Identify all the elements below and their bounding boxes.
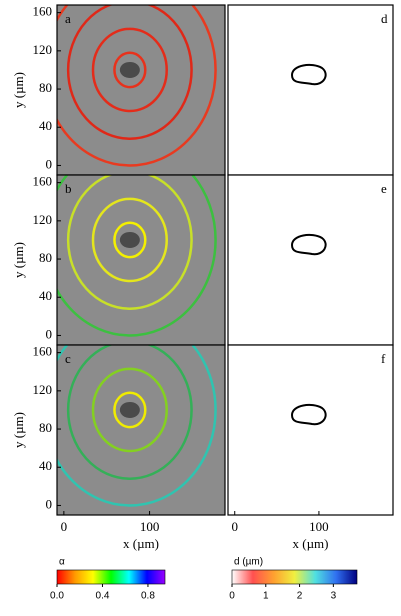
ring bbox=[91, 197, 168, 283]
ring bbox=[113, 221, 147, 259]
y-tick-label: 80 bbox=[39, 80, 52, 95]
y-tick-label: 80 bbox=[39, 250, 52, 265]
micrograph bbox=[57, 5, 225, 175]
ring bbox=[57, 5, 217, 167]
panel-label: b bbox=[65, 181, 72, 196]
y-axis-label: y (µm) bbox=[11, 72, 26, 108]
y-tick-label: 120 bbox=[33, 42, 53, 57]
ring bbox=[66, 175, 193, 310]
panel bbox=[228, 5, 393, 175]
x-tick-label: 100 bbox=[140, 519, 160, 534]
y-tick-label: 160 bbox=[33, 174, 53, 189]
x-axis-label: x (µm) bbox=[292, 536, 328, 551]
y-tick-label: 160 bbox=[33, 344, 53, 359]
colorbar-tick-label: 2 bbox=[297, 591, 303, 602]
colorbar-tick-label: 0.8 bbox=[141, 591, 155, 602]
ring bbox=[113, 391, 147, 429]
map-bg bbox=[228, 175, 393, 345]
colorbar-tick-label: 0.0 bbox=[50, 591, 64, 602]
ring bbox=[91, 367, 168, 453]
y-tick-label: 40 bbox=[39, 458, 52, 473]
x-tick-label: 0 bbox=[231, 519, 238, 534]
panel bbox=[57, 175, 225, 345]
frame bbox=[227, 344, 394, 516]
y-tick-label: 80 bbox=[39, 420, 52, 435]
cell-outline bbox=[290, 63, 327, 86]
y-tick-label: 0 bbox=[46, 496, 53, 511]
map-bg bbox=[228, 345, 393, 515]
cell bbox=[119, 401, 140, 418]
colorbar bbox=[56, 569, 166, 585]
panel bbox=[57, 345, 225, 515]
panel-label: e bbox=[381, 181, 387, 196]
micrograph bbox=[57, 345, 225, 515]
y-axis-label: y (µm) bbox=[11, 412, 26, 448]
ring bbox=[66, 5, 193, 140]
colorbar-tick-label: 0 bbox=[229, 591, 235, 602]
x-tick-label: 0 bbox=[61, 519, 68, 534]
ring bbox=[57, 345, 217, 507]
x-axis-label: x (µm) bbox=[123, 536, 159, 551]
y-tick-label: 120 bbox=[33, 212, 53, 227]
panel bbox=[57, 5, 225, 175]
colorbar-title: d (µm) bbox=[234, 557, 263, 568]
y-tick-label: 40 bbox=[39, 288, 52, 303]
cell-outline bbox=[290, 403, 327, 426]
panel-label: a bbox=[65, 11, 71, 26]
panel bbox=[228, 345, 393, 515]
ring bbox=[91, 27, 168, 113]
y-tick-label: 0 bbox=[46, 326, 53, 341]
y-axis-label: y (µm) bbox=[11, 242, 26, 278]
frame bbox=[56, 344, 226, 516]
ring bbox=[113, 51, 147, 89]
x-tick-label: 100 bbox=[309, 519, 329, 534]
panel-label: c bbox=[65, 351, 71, 366]
ring bbox=[57, 175, 217, 337]
colorbar-tick-label: 3 bbox=[331, 591, 337, 602]
panel bbox=[228, 175, 393, 345]
y-tick-label: 40 bbox=[39, 118, 52, 133]
panel-label: f bbox=[381, 351, 386, 366]
y-tick-label: 0 bbox=[46, 156, 53, 171]
micrograph bbox=[57, 175, 225, 345]
cell-outline bbox=[290, 233, 327, 256]
colorbar-tick-label: 0.4 bbox=[96, 591, 110, 602]
ring bbox=[66, 345, 193, 480]
map-bg bbox=[228, 5, 393, 175]
cell bbox=[119, 61, 140, 78]
y-tick-label: 160 bbox=[33, 4, 53, 19]
colorbar-tick-label: 1 bbox=[263, 591, 269, 602]
panel-label: d bbox=[381, 11, 388, 26]
colorbar-title: α bbox=[59, 557, 65, 568]
colorbar bbox=[231, 569, 358, 585]
y-tick-label: 120 bbox=[33, 382, 53, 397]
cell bbox=[119, 231, 140, 248]
